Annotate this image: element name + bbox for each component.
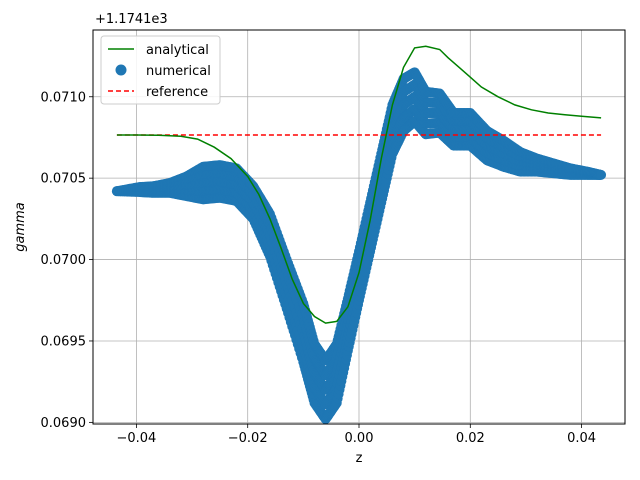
legend-numerical-label: numerical [146, 64, 211, 79]
legend-box [100, 35, 221, 105]
y-axis-label: gamma [13, 202, 28, 252]
legend-numerical-swatch [115, 64, 127, 76]
legend-analytical-label: analytical [146, 43, 209, 58]
y-tick-label: 0.0710 [41, 90, 87, 105]
y-tick-label: 0.0705 [41, 172, 87, 187]
y-offset-label: +1.1741e3 [95, 12, 168, 27]
y-tick-label: 0.0690 [41, 416, 87, 431]
x-axis-label: z [356, 451, 363, 466]
x-tick-label: 0.04 [567, 431, 596, 446]
x-tick-label: 0.02 [456, 431, 485, 446]
x-tick-label: −0.04 [116, 431, 156, 446]
plot-area [111, 45, 607, 425]
legend-reference-label: reference [146, 85, 208, 100]
y-tick-label: 0.0700 [41, 253, 87, 268]
y-tick-label: 0.0695 [41, 334, 87, 349]
ticks: −0.04 −0.02 0.00 0.02 0.04 0.0690 0.0695 0.0700… [41, 90, 597, 446]
analytical-line [116, 45, 602, 324]
x-tick-label: −0.02 [228, 431, 268, 446]
legend: analytical numerical reference [100, 35, 221, 105]
numerical-point [596, 169, 607, 180]
x-tick-label: 0.00 [345, 431, 374, 446]
